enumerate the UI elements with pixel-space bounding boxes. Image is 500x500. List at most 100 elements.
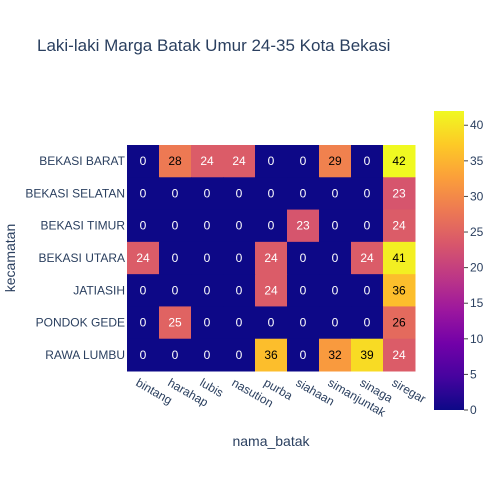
heatmap-cell — [223, 177, 256, 211]
colorbar-tick-label: 0 — [470, 403, 477, 417]
cell-value-label: 24 — [392, 219, 406, 233]
heatmap-cell — [255, 274, 288, 307]
cell-value-label: 24 — [200, 154, 214, 168]
heatmap-cell — [351, 306, 384, 340]
cell-value-label: 24 — [264, 251, 278, 265]
heatmap-cell — [383, 338, 416, 372]
cell-value-label: 0 — [236, 219, 243, 233]
y-tick-label: BEKASI UTARA — [39, 251, 125, 265]
cell-value-label: 0 — [140, 186, 147, 200]
heatmap-cell — [319, 241, 352, 275]
cell-value-label: 39 — [360, 348, 374, 362]
cell-value-label: 0 — [204, 186, 211, 200]
colorbar-tick-label: 30 — [470, 189, 484, 203]
heatmap-cell — [127, 177, 160, 211]
heatmap-cell — [319, 306, 352, 340]
heatmap-cell — [223, 145, 256, 178]
heatmap-cell — [351, 274, 384, 307]
heatmap-cell — [383, 306, 416, 340]
cell-value-label: 0 — [236, 283, 243, 297]
cell-value-label: 0 — [364, 219, 371, 233]
cell-value-label: 0 — [204, 251, 211, 265]
cell-value-label: 0 — [268, 316, 275, 330]
heatmap-cell — [255, 177, 288, 211]
x-tick-label: bintang — [134, 375, 175, 407]
heatmap-cell — [255, 338, 288, 372]
heatmap-cell — [223, 306, 256, 340]
heatmap-cell — [127, 306, 160, 340]
heatmap-cells — [127, 145, 416, 372]
heatmap-cell — [159, 177, 192, 211]
cell-value-label: 0 — [300, 186, 307, 200]
y-tick-label: BEKASI TIMUR — [41, 219, 126, 233]
cell-value-label: 0 — [204, 316, 211, 330]
cell-value-label: 0 — [236, 251, 243, 265]
y-tick-label: JATIASIH — [73, 283, 125, 297]
heatmap-cell — [287, 177, 320, 211]
heatmap-cell — [255, 306, 288, 340]
cell-value-label: 25 — [168, 316, 182, 330]
heatmap-cell — [351, 145, 384, 178]
heatmap-cell — [319, 209, 352, 243]
heatmap-cell — [223, 338, 256, 372]
cell-value-label: 0 — [140, 154, 147, 168]
heatmap-cell — [255, 241, 288, 275]
heatmap-cell — [191, 241, 224, 275]
heatmap-cell — [287, 338, 320, 372]
cell-value-label: 0 — [300, 154, 307, 168]
heatmap-cell — [159, 145, 192, 178]
heatmap-cell — [383, 241, 416, 275]
cell-value-label: 29 — [328, 154, 342, 168]
heatmap-cell — [287, 241, 320, 275]
heatmap-cell — [159, 209, 192, 243]
cell-value-label: 0 — [172, 186, 179, 200]
cell-value-label: 0 — [140, 316, 147, 330]
heatmap-cell — [127, 241, 160, 275]
y-tick-label: BEKASI SELATAN — [25, 186, 125, 200]
cell-value-label: 0 — [140, 348, 147, 362]
cell-value-label: 41 — [392, 251, 406, 265]
heatmap-cell — [319, 145, 352, 178]
heatmap-cell — [191, 209, 224, 243]
cell-value-label: 0 — [332, 283, 339, 297]
cell-value-label: 24 — [360, 251, 374, 265]
colorbar-tick-label: 25 — [470, 225, 484, 239]
cell-value-label: 0 — [332, 316, 339, 330]
heatmap-cell — [319, 338, 352, 372]
cell-value-label: 28 — [168, 154, 182, 168]
heatmap-cell — [255, 145, 288, 178]
colorbar-tick-label: 40 — [470, 118, 484, 132]
heatmap-cell — [351, 177, 384, 211]
cell-value-label: 0 — [204, 219, 211, 233]
heatmap-cell — [127, 338, 160, 372]
heatmap-cell — [351, 338, 384, 372]
cell-value-label: 0 — [364, 316, 371, 330]
cell-value-label: 0 — [364, 154, 371, 168]
cell-value-label: 0 — [172, 348, 179, 362]
cell-value-label: 36 — [264, 348, 278, 362]
heatmap-cell — [319, 177, 352, 211]
heatmap-cell — [191, 145, 224, 178]
heatmap-cell — [159, 338, 192, 372]
heatmap-cell — [287, 209, 320, 243]
cell-value-label: 0 — [236, 348, 243, 362]
cell-value-label: 0 — [364, 186, 371, 200]
cell-value-label: 0 — [268, 186, 275, 200]
cell-value-label: 0 — [332, 219, 339, 233]
heatmap-cell — [223, 209, 256, 243]
cell-value-labels: 0 28 24 24 0 0 29 0 42 0 0 0 0 0 0 0 0 23 0 0 0 0 0 23 0 0 24 24 0 0 0… — [136, 154, 406, 362]
cell-value-label: 0 — [204, 348, 211, 362]
colorbar-tick-label: 35 — [470, 154, 484, 168]
colorbar-tick-label: 5 — [470, 367, 477, 381]
heatmap-cell — [159, 274, 192, 307]
cell-value-label: 0 — [268, 154, 275, 168]
cell-value-label: 24 — [392, 348, 406, 362]
cell-value-label: 0 — [172, 219, 179, 233]
chart-title: Laki-laki Marga Batak Umur 24-35 Kota Be… — [37, 36, 390, 55]
cell-value-label: 0 — [140, 219, 147, 233]
heatmap-cell — [287, 145, 320, 178]
heatmap-cell — [383, 209, 416, 243]
cell-value-label: 23 — [392, 186, 406, 200]
heatmap-cell — [191, 338, 224, 372]
